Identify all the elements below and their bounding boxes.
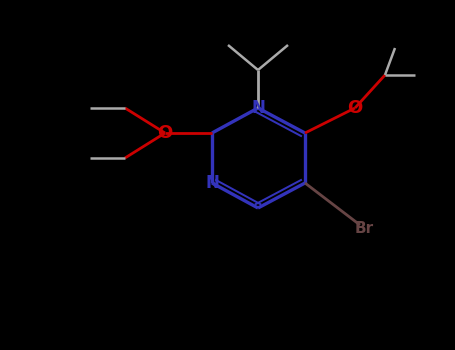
Text: O: O <box>157 124 172 142</box>
Text: N: N <box>205 174 219 192</box>
Text: O: O <box>347 99 363 117</box>
Text: N: N <box>251 99 265 117</box>
Text: Br: Br <box>355 221 374 236</box>
